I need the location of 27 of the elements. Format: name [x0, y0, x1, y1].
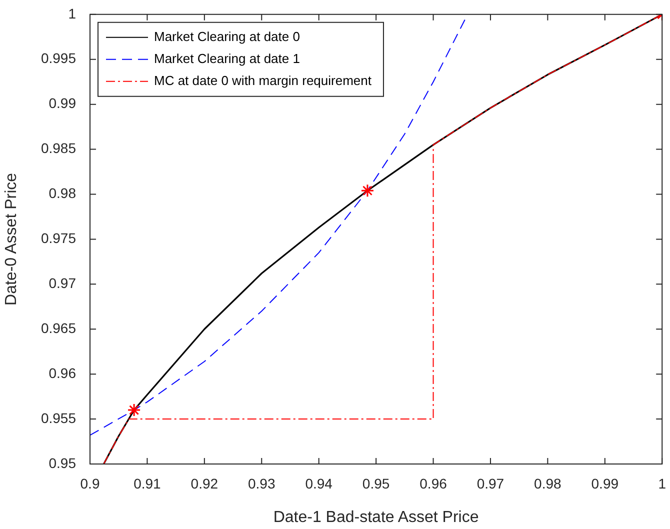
y-tick-label: 0.955: [40, 410, 76, 426]
y-tick-label: 0.975: [40, 230, 76, 246]
y-tick-label: 0.98: [48, 185, 76, 202]
x-tick-label: 0.9: [80, 475, 100, 492]
x-tick-label: 0.91: [134, 475, 162, 492]
x-tick-label: 0.97: [476, 475, 504, 492]
y-tick-label: 0.97: [48, 275, 76, 292]
y-tick-label: 0.96: [48, 364, 76, 381]
legend-label: Market Clearing at date 1: [154, 50, 300, 66]
y-tick-label: 0.995: [40, 50, 76, 66]
x-tick-label: 0.94: [305, 475, 333, 492]
y-tick-label: 0.99: [48, 95, 76, 112]
x-tick-label: 0.93: [248, 475, 276, 492]
x-tick-label: 0.98: [534, 475, 562, 492]
x-tick-label: 0.92: [190, 475, 218, 492]
y-tick-label: 0.95: [48, 454, 76, 471]
x-tick-label: 0.96: [420, 475, 448, 492]
x-tick-label: 1: [658, 475, 666, 492]
x-tick-label: 0.99: [591, 475, 619, 492]
x-tick-label: 0.95: [362, 475, 390, 492]
y-tick-label: 1: [68, 5, 76, 22]
y-tick-label: 0.985: [40, 140, 76, 156]
x-axis-title: Date-1 Bad-state Asset Price: [273, 508, 479, 526]
legend-label: MC at date 0 with margin requirement: [154, 72, 372, 88]
y-tick-label: 0.965: [40, 320, 76, 336]
y-axis-title: Date-0 Asset Price: [3, 172, 20, 306]
legend-label: Market Clearing at date 0: [154, 28, 300, 44]
